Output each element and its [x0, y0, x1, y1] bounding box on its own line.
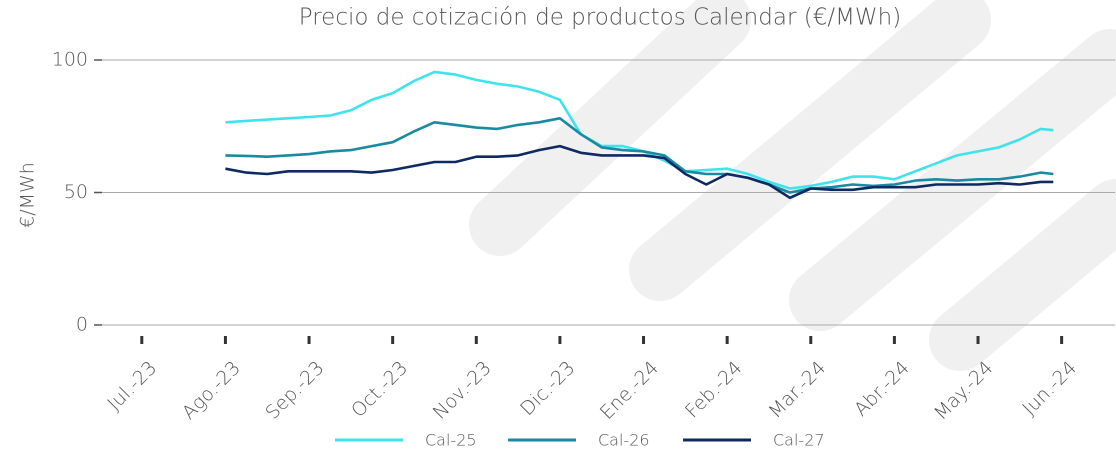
y-tick-label: 100 — [52, 49, 88, 71]
legend-label: Cal-27 — [773, 431, 825, 450]
x-tick-label: Mar.-24 — [764, 357, 830, 423]
series-line — [225, 117, 1054, 194]
x-tick-label: Nov.-23 — [429, 357, 496, 424]
y-axis-label: €/MWh — [17, 162, 39, 228]
series-line — [225, 144, 1054, 200]
x-tick-label: Ene.-24 — [596, 357, 663, 424]
background-stripes — [469, 0, 1116, 371]
x-tick-label: Jun.-24 — [1018, 357, 1081, 420]
y-tick-label: 0 — [76, 314, 88, 336]
legend-label: Cal-26 — [598, 431, 650, 450]
x-tick-label: Feb.-24 — [681, 357, 747, 423]
x-tick-label: Oct.-23 — [347, 357, 412, 422]
x-tick-label: Sep.-23 — [261, 357, 328, 424]
x-tick-label: Dic.-23 — [516, 357, 579, 420]
x-tick-label: Abr.-24 — [850, 357, 914, 421]
legend-label: Cal-25 — [425, 431, 477, 450]
y-tick-label: 50 — [64, 181, 88, 203]
x-tick-label: Ago.-23 — [178, 357, 245, 424]
x-tick-label: Jul.-23 — [103, 357, 161, 415]
chart-title: Precio de cotización de productos Calend… — [299, 5, 901, 31]
